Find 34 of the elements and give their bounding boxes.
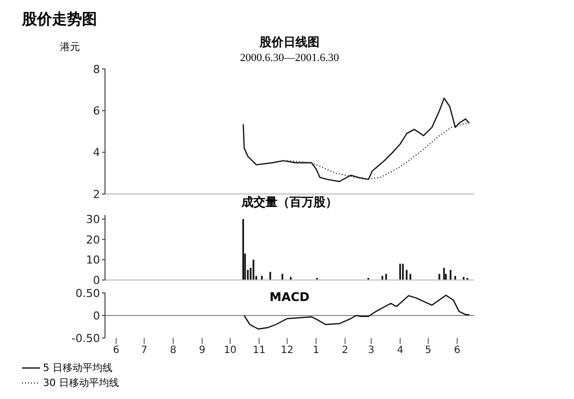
y-tick-label: 6 bbox=[93, 104, 100, 118]
y-tick-label: 20 bbox=[86, 233, 100, 246]
x-tick-label: 11 bbox=[252, 345, 266, 356]
y-axis-title: 港元 bbox=[60, 40, 80, 54]
chart-title: 成交量（百万股） bbox=[240, 194, 338, 211]
x-tick-label: 9 bbox=[198, 345, 206, 356]
y-tick-label: 30 bbox=[86, 212, 100, 226]
x-tick-label: 1 bbox=[312, 345, 320, 356]
y-tick-label: 8 bbox=[93, 62, 100, 76]
x-tick-label: 10 bbox=[224, 345, 237, 356]
x-tick-label: 4 bbox=[397, 345, 404, 356]
legend-label: 30 日移动平均线 bbox=[43, 376, 119, 390]
chart-title: 股价日线图 bbox=[258, 34, 320, 51]
line-series bbox=[242, 98, 470, 182]
x-tick-label: 12 bbox=[280, 345, 294, 356]
y-tick-label: 2 bbox=[93, 188, 100, 201]
y-tick-label: -0.50 bbox=[72, 332, 100, 345]
chart-title: MACD bbox=[268, 290, 310, 304]
text: 股价走势图 bbox=[22, 10, 97, 29]
x-tick-label: 6 bbox=[113, 345, 120, 356]
chart-subtitle: 2000.6.30—2001.6.30 bbox=[239, 52, 340, 64]
line-series bbox=[286, 122, 468, 180]
y-tick-label: 4 bbox=[93, 146, 100, 160]
x-tick-label: 5 bbox=[425, 345, 432, 356]
y-tick-label: 0 bbox=[93, 309, 100, 322]
x-tick-label: 2 bbox=[342, 345, 348, 356]
x-tick-label: 8 bbox=[170, 345, 176, 356]
y-tick-label: 10 bbox=[86, 254, 100, 267]
x-tick-label: 6 bbox=[454, 345, 460, 356]
x-tick-label: 7 bbox=[141, 345, 148, 356]
x-tick-label: 3 bbox=[368, 345, 374, 356]
y-tick-label: 0 bbox=[93, 274, 100, 287]
y-tick-label: 0.50 bbox=[76, 286, 100, 300]
legend-label: 5 日移动平均线 bbox=[43, 362, 113, 374]
